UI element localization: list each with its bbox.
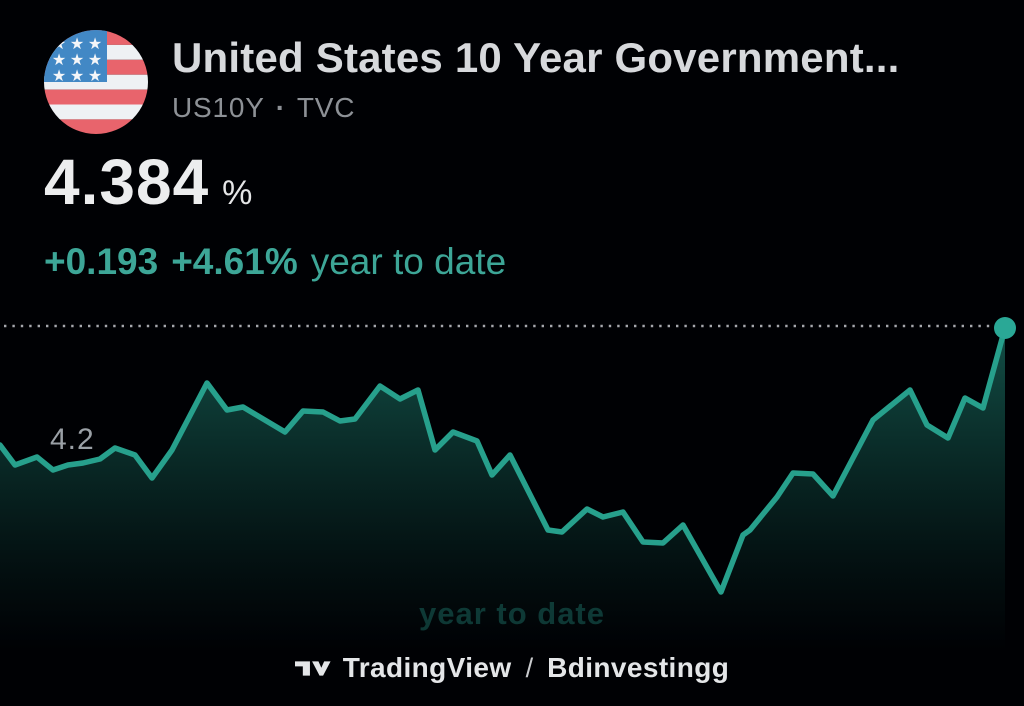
change-period: year to date <box>310 241 507 282</box>
quote-row: 4.384 % <box>44 148 252 216</box>
us-flag-icon: ★ ★ ★ ★ ★ ★ ★ ★ ★ <box>44 30 148 134</box>
separator-slash: / <box>525 652 534 683</box>
tradingview-logo-icon[interactable] <box>294 657 332 680</box>
instrument-title: United States 10 Year Government... <box>172 34 900 81</box>
svg-text:★: ★ <box>52 50 66 69</box>
last-price-marker <box>994 317 1016 339</box>
svg-text:★: ★ <box>70 50 84 69</box>
svg-text:★: ★ <box>70 66 84 85</box>
price-line <box>0 325 1008 595</box>
instrument-subtitle: US10Y · TVC <box>172 92 1002 124</box>
change-absolute: +0.193 <box>44 241 159 282</box>
exchange-name: TVC <box>296 92 356 123</box>
symbol-ticker: US10Y <box>172 92 265 123</box>
author-name[interactable]: Bdinvestingg <box>547 652 730 683</box>
header: United States 10 Year Government... US10… <box>172 34 1002 124</box>
svg-text:★: ★ <box>88 50 102 69</box>
change-row: +0.193 +4.61% year to date <box>44 241 506 283</box>
svg-text:★: ★ <box>88 66 102 85</box>
y-axis-label: 4.2 <box>50 423 95 456</box>
price-unit: % <box>222 174 253 212</box>
svg-text:★: ★ <box>88 34 102 53</box>
last-price: 4.384 <box>44 146 210 218</box>
brand-name[interactable]: TradingView <box>342 652 512 683</box>
separator-dot: · <box>275 92 286 123</box>
range-watermark: year to date <box>418 596 605 631</box>
attribution-bar: TradingView / Bdinvestingg <box>0 645 1024 691</box>
change-percent: +4.61% <box>171 241 298 282</box>
svg-text:★: ★ <box>70 34 84 53</box>
price-area <box>0 328 1005 650</box>
svg-text:★: ★ <box>52 66 66 85</box>
